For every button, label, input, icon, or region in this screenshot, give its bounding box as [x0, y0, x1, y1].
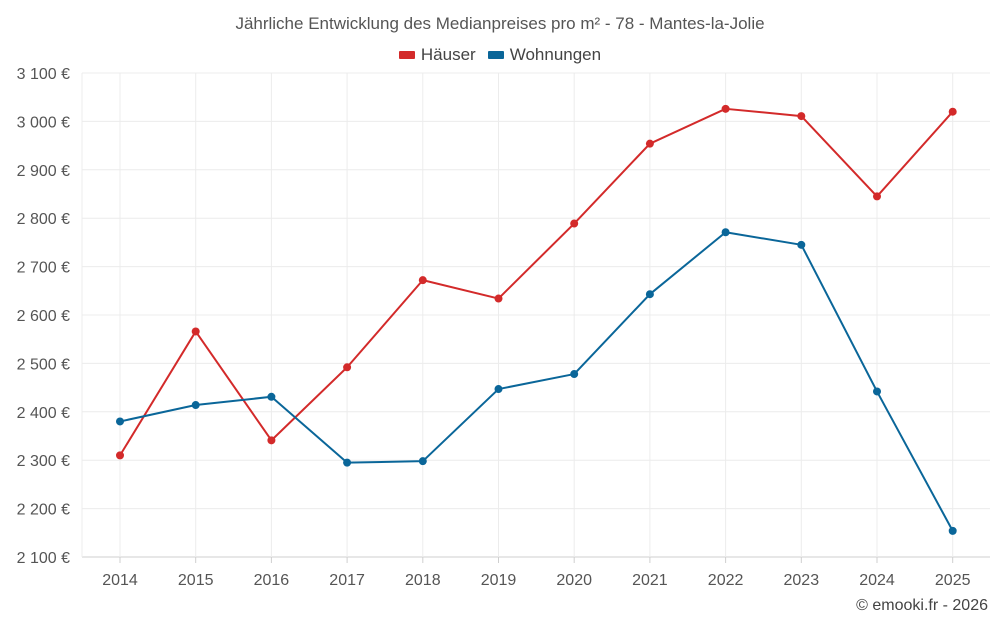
x-tick-label: 2018 — [405, 572, 441, 589]
x-tick-label: 2014 — [102, 572, 138, 589]
x-tick-label: 2016 — [254, 572, 290, 589]
y-tick-label: 2 500 € — [17, 356, 70, 373]
data-point-haeuser — [797, 112, 806, 121]
legend-swatch-haeuser — [398, 51, 415, 59]
y-tick-label: 2 100 € — [17, 550, 70, 567]
y-tick-label: 2 400 € — [17, 405, 70, 422]
legend-label-wohnungen: Wohnungen — [509, 45, 602, 64]
data-point-haeuser — [191, 327, 200, 336]
y-tick-label: 2 300 € — [17, 453, 70, 470]
x-tick-label: 2023 — [784, 572, 820, 589]
y-tick-label: 2 800 € — [17, 211, 70, 228]
y-tick-label: 3 100 € — [17, 66, 70, 83]
data-point-wohnungen — [494, 385, 503, 394]
legend-item-haeuser[interactable]: Häuser — [398, 45, 476, 65]
data-point-wohnungen — [797, 240, 806, 249]
data-point-haeuser — [721, 104, 730, 113]
x-tick-label: 2017 — [329, 572, 365, 589]
legend-swatch-wohnungen — [487, 51, 504, 59]
data-point-haeuser — [873, 192, 881, 201]
data-point-wohnungen — [645, 290, 654, 299]
data-point-wohnungen — [721, 228, 730, 237]
legend-item-wohnungen[interactable]: Wohnungen — [487, 45, 602, 65]
x-tick-label: 2024 — [859, 572, 895, 589]
grid-lines — [81, 72, 990, 558]
data-point-wohnungen — [191, 401, 200, 410]
data-point-wohnungen — [343, 458, 352, 467]
y-tick-label: 2 900 € — [17, 163, 70, 180]
chart-title: Jährliche Entwicklung des Medianpreises … — [235, 14, 765, 33]
data-point-wohnungen — [873, 387, 881, 396]
data-point-haeuser — [645, 139, 654, 148]
legend-label-haeuser: Häuser — [420, 45, 476, 64]
series-lines — [116, 104, 957, 535]
data-point-haeuser — [570, 219, 579, 228]
tick-labels: 2 100 € 2 200 € 2 300 € 2 400 € 2 500 € 2 600… — [17, 66, 971, 589]
data-point-haeuser — [267, 436, 276, 445]
y-tick-label: 3 000 € — [17, 114, 70, 131]
x-tick-label: 2015 — [178, 572, 214, 589]
axes — [119, 557, 954, 563]
data-point-haeuser — [948, 107, 957, 116]
y-tick-label: 2 600 € — [17, 308, 70, 325]
y-tick-label: 2 700 € — [17, 260, 70, 277]
data-point-wohnungen — [267, 392, 276, 401]
data-point-haeuser — [494, 294, 503, 303]
legend: Häuser Wohnungen — [0, 45, 1000, 65]
data-point-haeuser — [418, 276, 427, 285]
data-point-wohnungen — [116, 417, 124, 426]
data-point-wohnungen — [948, 526, 957, 535]
copyright-text: © emooki.fr - 2026 — [856, 597, 988, 614]
data-point-wohnungen — [418, 457, 427, 466]
x-tick-label: 2022 — [708, 572, 744, 589]
data-point-haeuser — [343, 363, 352, 372]
y-tick-label: 2 200 € — [17, 502, 70, 519]
x-tick-label: 2021 — [632, 572, 668, 589]
data-point-wohnungen — [570, 370, 579, 379]
x-tick-label: 2025 — [935, 572, 971, 589]
data-point-haeuser — [116, 451, 124, 460]
x-tick-label: 2019 — [481, 572, 517, 589]
series-line-haeuser — [119, 107, 954, 456]
x-tick-label: 2020 — [556, 572, 592, 589]
series-line-wohnungen — [119, 231, 954, 532]
